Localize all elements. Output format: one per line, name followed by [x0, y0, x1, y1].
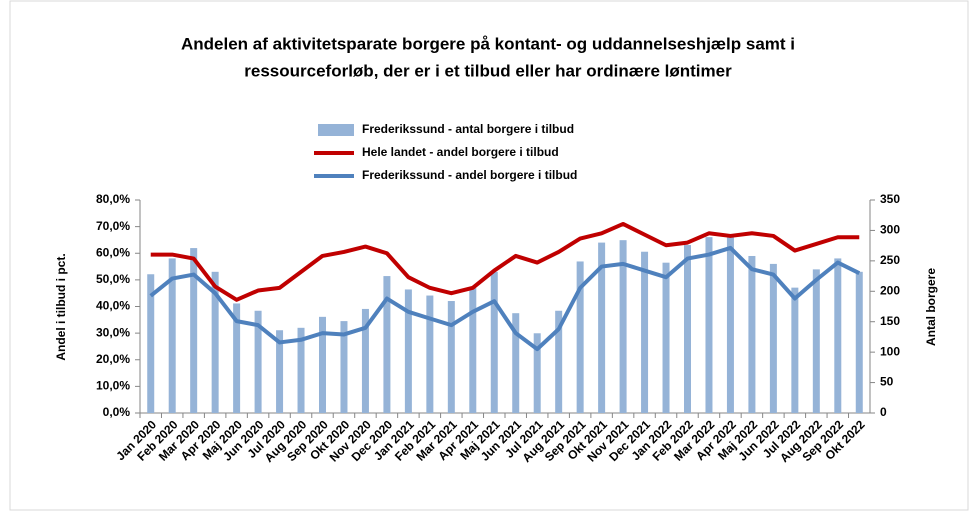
line — [150, 221, 860, 302]
bar — [855, 271, 863, 413]
bar — [319, 316, 326, 413]
bar — [383, 276, 391, 413]
bar — [276, 330, 284, 413]
y-tick-label: 30,0% — [96, 325, 130, 339]
bar — [555, 310, 563, 413]
y2-tick-label: 0 — [880, 405, 887, 419]
y-tick-label: 10,0% — [96, 379, 130, 393]
bar — [447, 301, 455, 413]
bar — [598, 242, 606, 413]
bar — [211, 271, 219, 413]
bar — [641, 251, 649, 413]
y-tick-label: 40,0% — [96, 299, 130, 313]
y2-tick-label: 200 — [880, 283, 900, 297]
chart-title: Andelen af aktivitetsparate borgere på k… — [181, 34, 795, 53]
bar — [726, 237, 734, 413]
bar — [619, 240, 627, 413]
bar — [684, 245, 691, 413]
y-tick-label: 50,0% — [96, 272, 130, 286]
bar — [190, 248, 198, 413]
bar — [533, 333, 541, 413]
y2-tick-label: 100 — [880, 344, 900, 358]
y2-tick-label: 350 — [880, 192, 900, 206]
line — [149, 245, 861, 352]
y-tick-label: 20,0% — [96, 352, 130, 366]
bar — [147, 274, 155, 413]
bar — [361, 308, 369, 413]
legend-label: Frederikssund - andel borgere i tilbud — [362, 168, 577, 182]
bar — [404, 289, 412, 413]
y2-tick-label: 250 — [880, 253, 900, 267]
bar — [297, 327, 305, 413]
bar — [233, 303, 241, 413]
y2-tick-label: 50 — [880, 375, 894, 389]
y-tick-label: 80,0% — [96, 192, 130, 206]
bar — [254, 310, 262, 413]
bar — [512, 313, 520, 413]
bar — [340, 321, 348, 413]
bar — [426, 295, 434, 413]
bar — [834, 258, 842, 413]
bar — [748, 255, 756, 413]
y-tick-label: 0,0% — [103, 405, 131, 419]
legend-label: Frederikssund - antal borgere i tilbud — [362, 122, 574, 136]
bar — [490, 271, 498, 413]
bar — [469, 287, 477, 413]
bar — [769, 263, 777, 413]
bar — [812, 269, 820, 413]
legend-swatch — [318, 124, 354, 136]
y-tick-label: 70,0% — [96, 219, 130, 233]
y-tick-label: 60,0% — [96, 245, 130, 259]
bar — [791, 287, 799, 413]
bar — [168, 258, 176, 413]
chart-title: ressourceforløb, der er i et tilbud elle… — [244, 61, 732, 80]
bar — [705, 237, 713, 413]
y2-tick-label: 300 — [880, 223, 900, 237]
bar — [662, 262, 670, 413]
y-axis-title: Andel i tilbud i pct. — [54, 253, 68, 360]
bar — [576, 261, 584, 413]
y2-axis-title: Antal borgere — [924, 268, 938, 346]
legend-label: Hele landet - andel borgere i tilbud — [362, 145, 559, 159]
y2-tick-label: 150 — [880, 314, 900, 328]
